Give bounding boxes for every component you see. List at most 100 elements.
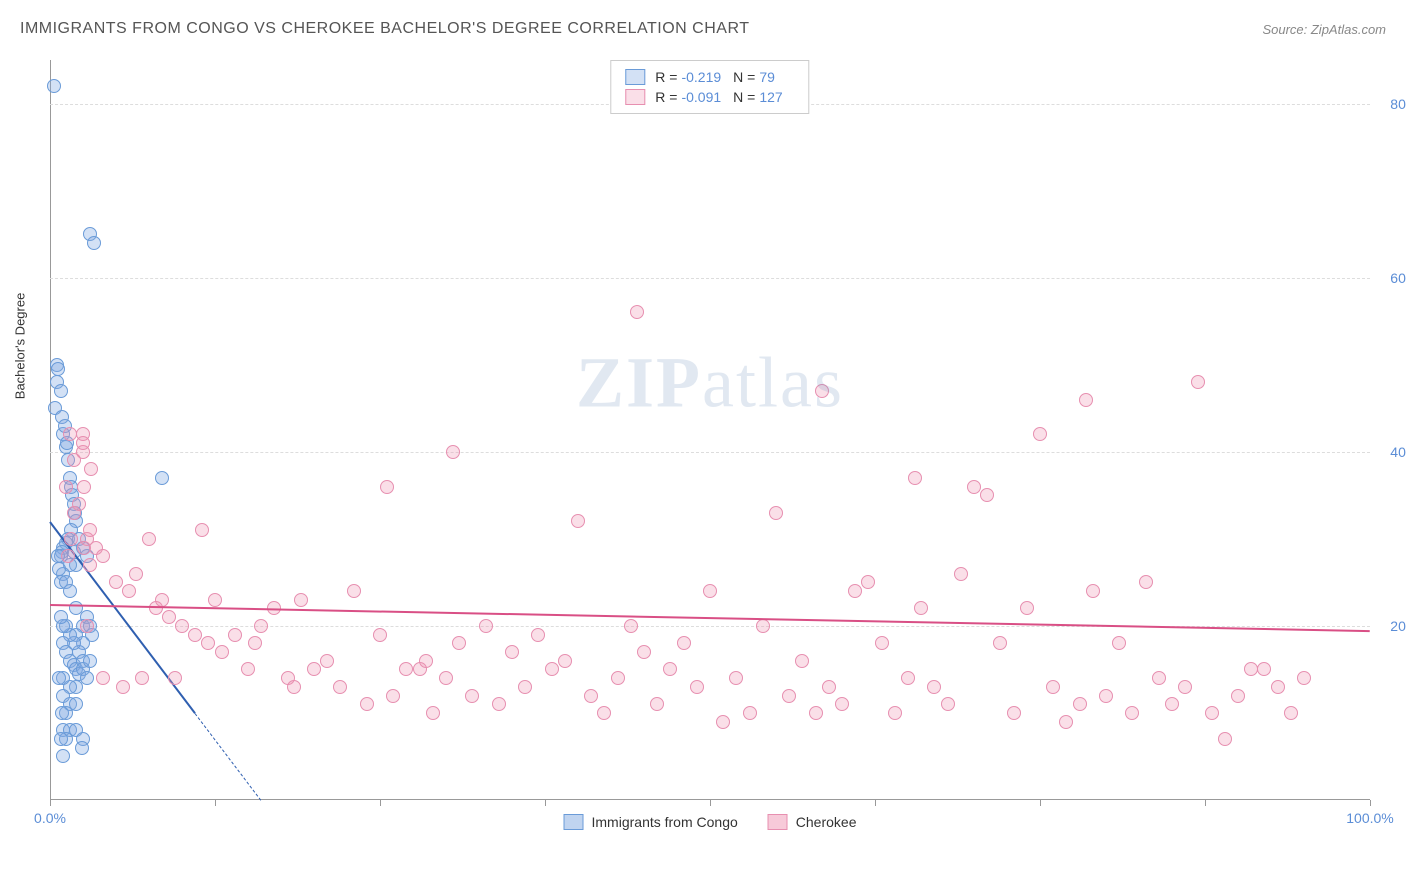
data-point-cherokee <box>254 619 268 633</box>
data-point-cherokee <box>980 488 994 502</box>
data-point-cherokee <box>1139 575 1153 589</box>
data-point-cherokee <box>690 680 704 694</box>
trendline-dash-congo <box>195 713 262 801</box>
data-point-cherokee <box>1046 680 1060 694</box>
data-point-cherokee <box>333 680 347 694</box>
data-point-cherokee <box>795 654 809 668</box>
legend-r-congo: R =-0.219N =79 <box>655 69 787 85</box>
x-tick-mark <box>1205 800 1206 806</box>
data-point-cherokee <box>77 541 91 555</box>
x-tick-mark <box>1040 800 1041 806</box>
x-tick-label: 0.0% <box>34 810 66 826</box>
data-point-cherokee <box>1244 662 1258 676</box>
data-point-cherokee <box>446 445 460 459</box>
legend-label: Immigrants from Congo <box>592 814 738 830</box>
x-tick-mark <box>875 800 876 806</box>
chart-area: Bachelor's Degree 20.0%40.0%60.0%80.0%0.… <box>50 60 1370 830</box>
data-point-cherokee <box>188 628 202 642</box>
data-point-cherokee <box>307 662 321 676</box>
data-point-cherokee <box>155 593 169 607</box>
data-point-cherokee <box>122 584 136 598</box>
data-point-cherokee <box>248 636 262 650</box>
legend-swatch-cherokee <box>625 89 645 105</box>
data-point-cherokee <box>545 662 559 676</box>
y-tick-label: 40.0% <box>1390 444 1406 460</box>
data-point-cherokee <box>1020 601 1034 615</box>
data-point-cherokee <box>1152 671 1166 685</box>
data-point-cherokee <box>72 497 86 511</box>
data-point-cherokee <box>228 628 242 642</box>
data-point-cherokee <box>630 305 644 319</box>
data-point-cherokee <box>1073 697 1087 711</box>
data-point-cherokee <box>1297 671 1311 685</box>
data-point-cherokee <box>373 628 387 642</box>
data-point-cherokee <box>96 549 110 563</box>
data-point-congo <box>51 362 65 376</box>
data-point-cherokee <box>815 384 829 398</box>
data-point-cherokee <box>465 689 479 703</box>
x-tick-mark <box>380 800 381 806</box>
data-point-cherokee <box>584 689 598 703</box>
data-point-cherokee <box>320 654 334 668</box>
data-point-cherokee <box>822 680 836 694</box>
data-point-cherokee <box>360 697 374 711</box>
data-point-cherokee <box>492 697 506 711</box>
data-point-cherokee <box>663 662 677 676</box>
data-point-cherokee <box>80 619 94 633</box>
data-point-congo <box>52 562 66 576</box>
data-point-cherokee <box>61 549 75 563</box>
data-point-cherokee <box>769 506 783 520</box>
data-point-cherokee <box>1231 689 1245 703</box>
data-point-cherokee <box>439 671 453 685</box>
data-point-cherokee <box>908 471 922 485</box>
data-point-cherokee <box>59 480 73 494</box>
data-point-cherokee <box>1099 689 1113 703</box>
y-tick-label: 20.0% <box>1390 618 1406 634</box>
y-axis-label: Bachelor's Degree <box>13 293 28 400</box>
data-point-cherokee <box>875 636 889 650</box>
data-point-cherokee <box>347 584 361 598</box>
data-point-cherokee <box>399 662 413 676</box>
chart-header: IMMIGRANTS FROM CONGO VS CHEROKEE BACHEL… <box>20 20 1386 38</box>
data-point-cherokee <box>83 523 97 537</box>
gridline-h <box>50 278 1370 279</box>
data-point-cherokee <box>241 662 255 676</box>
data-point-congo <box>155 471 169 485</box>
data-point-cherokee <box>1218 732 1232 746</box>
legend-label: Cherokee <box>796 814 857 830</box>
x-tick-mark <box>215 800 216 806</box>
data-point-cherokee <box>848 584 862 598</box>
data-point-cherokee <box>624 619 638 633</box>
legend-stat-row-cherokee: R =-0.091N =127 <box>625 87 794 107</box>
data-point-cherokee <box>597 706 611 720</box>
data-point-cherokee <box>195 523 209 537</box>
data-point-congo <box>55 706 69 720</box>
data-point-cherokee <box>1284 706 1298 720</box>
data-point-cherokee <box>1007 706 1021 720</box>
data-point-cherokee <box>914 601 928 615</box>
y-tick-label: 60.0% <box>1390 270 1406 286</box>
data-point-cherokee <box>294 593 308 607</box>
data-point-cherokee <box>941 697 955 711</box>
data-point-cherokee <box>77 480 91 494</box>
data-point-cherokee <box>1205 706 1219 720</box>
plot-region: 20.0%40.0%60.0%80.0%0.0%100.0% <box>50 60 1370 830</box>
x-tick-label: 100.0% <box>1346 810 1393 826</box>
trendline-cherokee <box>50 604 1370 632</box>
data-point-cherokee <box>1125 706 1139 720</box>
data-point-cherokee <box>479 619 493 633</box>
data-point-cherokee <box>63 427 77 441</box>
legend-item: Cherokee <box>768 814 857 830</box>
data-point-congo <box>56 749 70 763</box>
data-point-congo <box>47 79 61 93</box>
data-point-congo <box>83 654 97 668</box>
legend-r-cherokee: R =-0.091N =127 <box>655 89 794 105</box>
data-point-congo <box>63 584 77 598</box>
data-point-cherokee <box>611 671 625 685</box>
data-point-cherokee <box>142 532 156 546</box>
data-point-cherokee <box>505 645 519 659</box>
data-point-cherokee <box>993 636 1007 650</box>
data-point-congo <box>54 610 68 624</box>
data-point-cherokee <box>809 706 823 720</box>
legend-swatch <box>768 814 788 830</box>
